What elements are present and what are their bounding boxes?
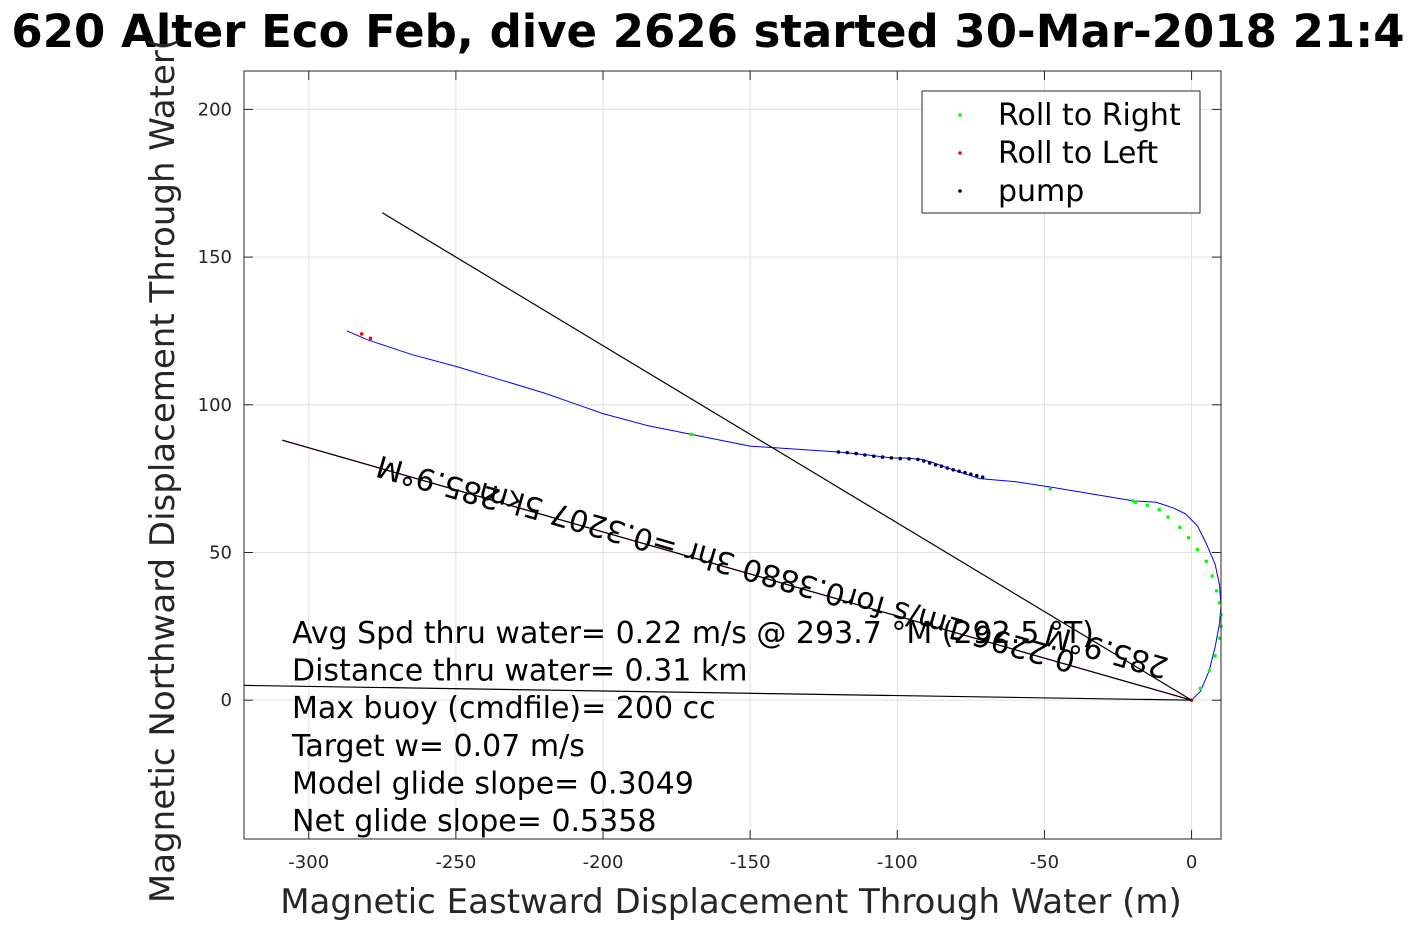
roll-right-point: [1207, 668, 1212, 673]
reference-line: [243, 684, 1192, 701]
pump-point: [898, 456, 903, 461]
roll-right-point: [1166, 515, 1170, 519]
roll-right-point: [689, 432, 694, 437]
roll-right-point: [1157, 507, 1162, 512]
pump-point: [916, 457, 920, 462]
roll-right-point: [1145, 503, 1150, 508]
legend-marker: [958, 151, 962, 155]
track-line: [346, 330, 1222, 701]
legend-marker: [958, 189, 962, 193]
pump-point: [927, 461, 932, 465]
pump-point: [933, 462, 938, 467]
reference-line: [382, 212, 1192, 701]
roll-right-point: [1213, 654, 1217, 658]
pump-point: [889, 456, 894, 460]
pump-point: [945, 466, 950, 470]
pump-point: [880, 455, 885, 459]
roll-right-point: [1217, 600, 1222, 605]
legend-box: [921, 90, 1201, 214]
plot-marks: [243, 212, 1223, 702]
roll-right-point: [1204, 559, 1209, 564]
pump-point: [845, 450, 850, 455]
pump-point: [836, 450, 841, 454]
pump-point: [854, 451, 858, 456]
chart-title: 620 Alter Eco Feb, dive 2626 started 30-…: [11, 5, 1404, 58]
roll-right-point: [1198, 686, 1203, 691]
roll-right-point: [1214, 589, 1219, 593]
pump-point: [907, 457, 911, 461]
plot-frame: [243, 70, 1222, 840]
summary-note: Target w= 0.07 m/s: [291, 729, 585, 764]
roll-right-point: [1195, 547, 1200, 552]
y-tick-label: 200: [198, 99, 232, 120]
roll-right-point: [1130, 498, 1135, 503]
pump-point: [963, 470, 967, 475]
legend-marker: [958, 113, 962, 117]
x-tick-label: 0: [1186, 852, 1197, 873]
x-tick-label: -250: [435, 852, 476, 873]
x-tick-label: -50: [1030, 852, 1059, 873]
roll-right-point: [1210, 574, 1214, 578]
legend-label: Roll to Right: [998, 98, 1181, 133]
summary-note: Distance thru water= 0.31 km: [292, 654, 747, 689]
y-tick-label: 50: [209, 542, 232, 563]
roll-right-point: [1217, 636, 1222, 640]
y-tick-label: 150: [198, 247, 232, 268]
y-tick-label: 100: [198, 395, 232, 416]
pump-point: [871, 454, 876, 458]
roll-left-point: [368, 336, 373, 341]
y-tick-label: 0: [221, 690, 232, 711]
pump-point: [951, 467, 956, 472]
pump-point: [957, 469, 961, 474]
reference-line: [282, 439, 1192, 701]
roll-right-point: [1048, 487, 1053, 491]
x-tick-label: -150: [730, 852, 771, 873]
summary-note: Model glide slope= 0.3049: [292, 766, 694, 801]
axis-ticks: -300 -250 -200 -150 -100 -50 0 0 50 100 150 200: [198, 71, 1221, 873]
pump-point: [939, 464, 944, 469]
y-axis-label: Magnetic Northward Displacement Through …: [143, 37, 183, 903]
x-axis-label: Magnetic Eastward Displacement Through W…: [280, 882, 1182, 922]
summary-note: Net glide slope= 0.5358: [292, 804, 656, 839]
summary-note: Avg Spd thru water= 0.22 m/s @ 293.7 °M …: [292, 616, 1094, 651]
summary-notes: Avg Spd thru water= 0.22 m/s @ 293.7 °M …: [291, 616, 1094, 839]
x-tick-label: -200: [583, 852, 624, 873]
x-tick-label: -300: [288, 852, 329, 873]
pump-point: [980, 475, 985, 479]
pump-point: [974, 473, 979, 478]
roll-right-point: [1178, 525, 1182, 530]
roll-left-point: [359, 332, 364, 336]
roll-right-point: [1133, 500, 1138, 505]
pump-point: [863, 453, 867, 457]
pump-point: [921, 459, 926, 463]
pump-point: [969, 472, 973, 477]
legend-label: pump: [998, 174, 1084, 209]
x-tick-label: -100: [877, 852, 918, 873]
summary-note: Max buoy (cmdfile)= 200 cc: [292, 691, 716, 726]
roll-right-point: [1186, 535, 1191, 540]
legend-label: Roll to Left: [998, 136, 1158, 171]
